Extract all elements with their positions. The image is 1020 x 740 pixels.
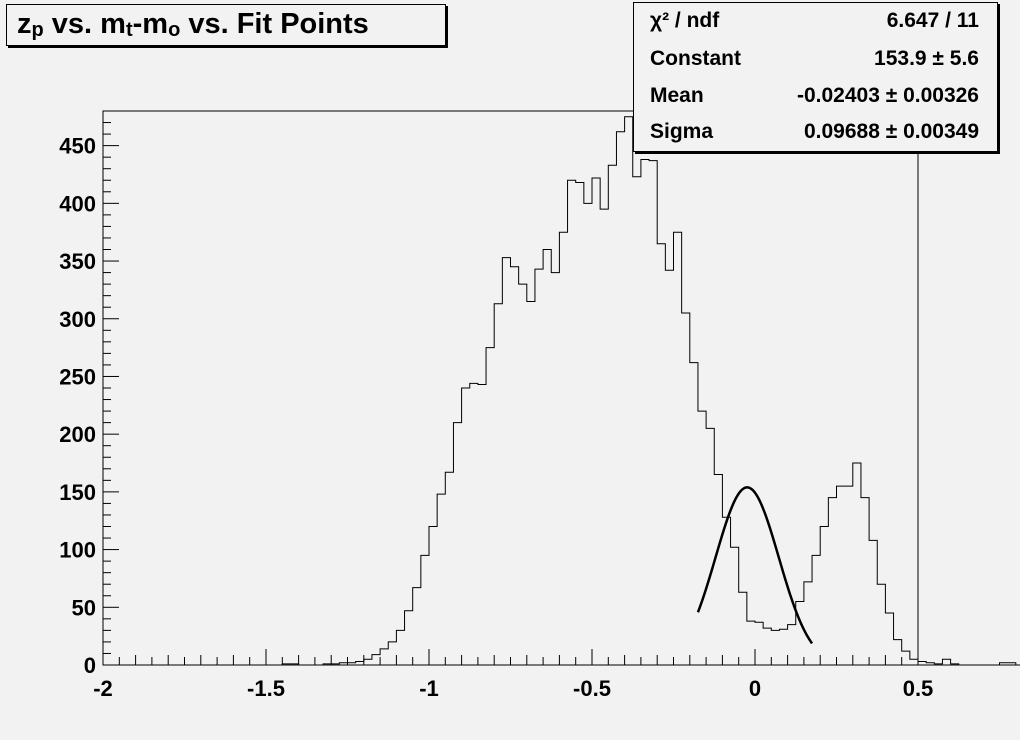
histogram-bin — [918, 662, 926, 665]
gaussian-fit-curve — [696, 486, 814, 645]
x-tick-label: -0.5 — [573, 676, 611, 701]
x-tick-label: -2 — [93, 676, 113, 701]
title-text-1: z — [17, 8, 32, 40]
stats-value: 6.647 / 11 — [886, 9, 979, 32]
plot-frame — [102, 110, 919, 666]
y-tick-label: 200 — [59, 422, 96, 447]
stats-value: 0.09688 ± 0.00349 — [803, 120, 979, 143]
y-tick-label: 250 — [59, 364, 96, 389]
title-subscript-1: p — [31, 19, 44, 41]
x-tick-label: 0 — [749, 676, 761, 701]
x-tick-label: -1 — [419, 676, 439, 701]
title-text-3: -m — [132, 8, 169, 40]
title-text-4: vs. Fit Points — [180, 8, 369, 40]
x-tick-label: -1.5 — [247, 676, 285, 701]
y-tick-label: 100 — [59, 538, 96, 563]
y-tick-label: 350 — [59, 249, 96, 274]
y-tick-label: 0 — [84, 653, 96, 678]
stats-value: 153.9 ± 5.6 — [874, 47, 979, 70]
y-tick-label: 300 — [59, 307, 96, 332]
y-tick-label: 50 — [72, 595, 96, 620]
stats-row-constant: Constant 153.9 ± 5.6 — [634, 47, 997, 81]
stats-row-mean: Mean -0.02403 ± 0.00326 — [634, 84, 997, 118]
title-subscript-3: o — [168, 19, 181, 41]
stats-label: Mean — [650, 84, 704, 107]
plot-title: zp vs. mt-mo vs. Fit Points — [6, 4, 446, 46]
histogram-series — [103, 116, 1020, 666]
stats-label: χ² / ndf — [650, 9, 720, 32]
y-tick-label: 400 — [59, 191, 96, 216]
x-tick-label: 0.5 — [903, 676, 934, 701]
stats-row-chi2: χ² / ndf 6.647 / 11 — [634, 9, 997, 43]
stats-label: Sigma — [650, 120, 714, 143]
title-text-2: vs. m — [43, 8, 126, 40]
stats-label: Constant — [650, 47, 741, 70]
stats-value: -0.02403 ± 0.00326 — [796, 84, 979, 107]
fit-stats-box: χ² / ndf 6.647 / 11 Constant 153.9 ± 5.6… — [633, 2, 998, 152]
y-tick-label: 150 — [59, 480, 96, 505]
y-tick-label: 450 — [59, 134, 96, 159]
title-subscript-2: t — [125, 19, 133, 41]
histogram-bin — [942, 659, 950, 665]
stats-row-sigma: Sigma 0.09688 ± 0.00349 — [634, 120, 997, 154]
